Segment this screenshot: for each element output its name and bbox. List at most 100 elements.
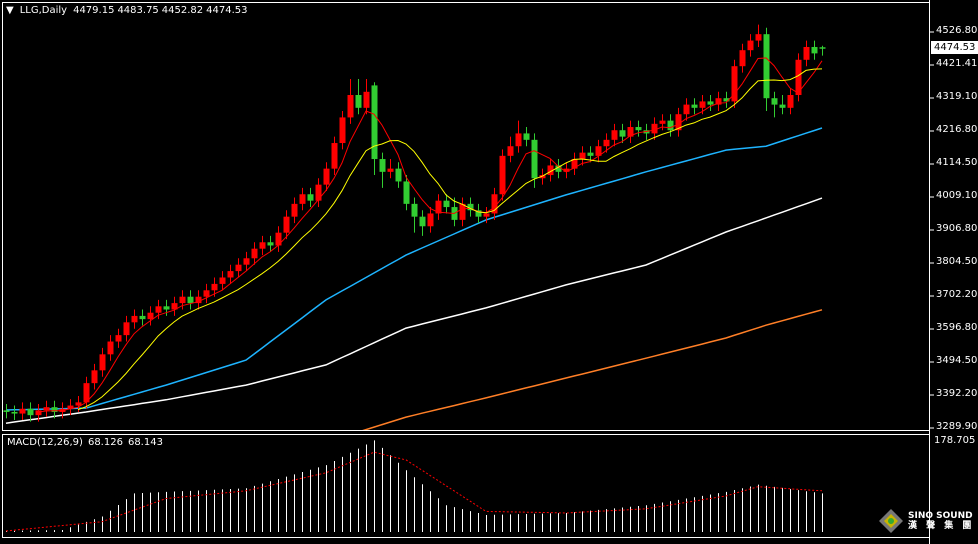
candle-down xyxy=(403,181,410,204)
candle-up xyxy=(579,152,586,160)
candle-up xyxy=(363,91,370,108)
candle-down xyxy=(779,104,786,108)
price-axis-label: 3392.20 xyxy=(936,388,978,399)
symbol-label: LLG,Daily xyxy=(19,5,68,16)
price-axis-label: 3702.20 xyxy=(936,289,978,300)
candle-up xyxy=(19,408,26,414)
candle-down xyxy=(475,210,482,217)
candle-down xyxy=(139,315,146,320)
candle-down xyxy=(187,296,194,304)
candle-up xyxy=(347,95,354,118)
price-axis-label: 4114.50 xyxy=(936,157,978,168)
price-axis-label: 4319.10 xyxy=(936,91,978,102)
candle-up xyxy=(211,283,218,291)
candle-up xyxy=(499,155,506,195)
candle-up xyxy=(107,341,114,355)
candle-up xyxy=(563,168,570,172)
ohlc-close: 4474.53 xyxy=(206,5,248,16)
candle-up xyxy=(99,354,106,371)
moving-average-long-2 xyxy=(5,197,823,424)
candle-up xyxy=(387,168,394,172)
candle-down xyxy=(811,46,818,54)
candle-up xyxy=(259,242,266,249)
price-axis-label: 3494.50 xyxy=(936,355,978,366)
candle-up xyxy=(235,264,242,272)
candle-up xyxy=(275,232,282,246)
candle-up xyxy=(147,312,154,320)
logo-name: SINO SOUND xyxy=(908,511,973,521)
candle-down xyxy=(163,306,170,310)
candle-down xyxy=(635,127,642,131)
candle-down xyxy=(467,203,474,211)
candle-down xyxy=(379,159,386,172)
macd-label: MACD(12,26,9) 68.126 68.143 xyxy=(7,437,163,448)
candle-up xyxy=(43,407,50,411)
candle-up xyxy=(731,66,738,102)
candle-up xyxy=(739,50,746,67)
candle-down xyxy=(371,85,378,160)
candle-up xyxy=(315,184,322,201)
price-axis-label: 3289.90 xyxy=(936,421,978,432)
price-axis-label: 3804.50 xyxy=(936,256,978,267)
candle-up xyxy=(115,335,122,342)
ohlc-open: 4479.15 xyxy=(73,5,115,16)
candle-up xyxy=(795,59,802,96)
candle-down xyxy=(355,95,362,108)
candle-up xyxy=(595,146,602,156)
candle-up xyxy=(67,405,74,409)
candle-up xyxy=(171,303,178,310)
candle-up xyxy=(123,322,130,336)
candle-down xyxy=(51,407,58,412)
candle-up xyxy=(603,139,610,147)
candle-down xyxy=(411,203,418,217)
candle-down xyxy=(763,34,770,99)
logo-subtitle: 漢 聲 集 團 xyxy=(908,521,975,531)
candle-up xyxy=(251,248,258,259)
price-axis-label: 4526.80 xyxy=(936,25,978,36)
candle-up xyxy=(571,159,578,169)
candle-up xyxy=(715,98,722,105)
candle-up xyxy=(515,133,522,147)
price-axis-label: 3596.80 xyxy=(936,322,978,333)
candle-up xyxy=(787,95,794,108)
candle-up xyxy=(299,194,306,204)
candle-up xyxy=(291,203,298,217)
ohlc-low: 4452.82 xyxy=(161,5,204,16)
candle-up xyxy=(747,40,754,51)
candle-up xyxy=(283,216,290,233)
macd-axis-max: 178.705 xyxy=(934,435,976,446)
candle-up xyxy=(659,120,666,124)
candle-up xyxy=(483,213,490,217)
dropdown-triangle-icon[interactable]: ▼ xyxy=(6,5,14,16)
candle-up xyxy=(203,290,210,297)
price-axis-label: 4009.10 xyxy=(936,190,978,201)
diamond-logo-icon xyxy=(879,509,903,533)
candle-up xyxy=(435,200,442,214)
candle-up xyxy=(331,143,338,169)
candle-down xyxy=(667,120,674,131)
candle-down xyxy=(395,168,402,182)
price-axis-label: 4421.41 xyxy=(936,58,978,69)
candle-up xyxy=(35,410,42,416)
candle-down xyxy=(531,139,538,179)
candle-down xyxy=(691,104,698,108)
candle-down xyxy=(443,200,450,208)
candle-up xyxy=(75,402,82,406)
candle-down xyxy=(771,98,778,105)
candle-up xyxy=(491,194,498,214)
candle-down xyxy=(11,411,18,414)
moving-average-10 xyxy=(77,68,823,411)
candle-up xyxy=(155,306,162,313)
candle-up xyxy=(339,117,346,144)
candle-up xyxy=(219,277,226,284)
moving-average-long-1 xyxy=(5,127,823,411)
candle-up xyxy=(611,130,618,140)
candle-up xyxy=(547,165,554,176)
moving-average-5 xyxy=(37,57,823,413)
candle-down xyxy=(3,410,10,412)
candle-up xyxy=(83,383,90,403)
moving-average-long-3 xyxy=(362,309,823,430)
candle-up xyxy=(683,104,690,115)
candle-up xyxy=(539,175,546,179)
